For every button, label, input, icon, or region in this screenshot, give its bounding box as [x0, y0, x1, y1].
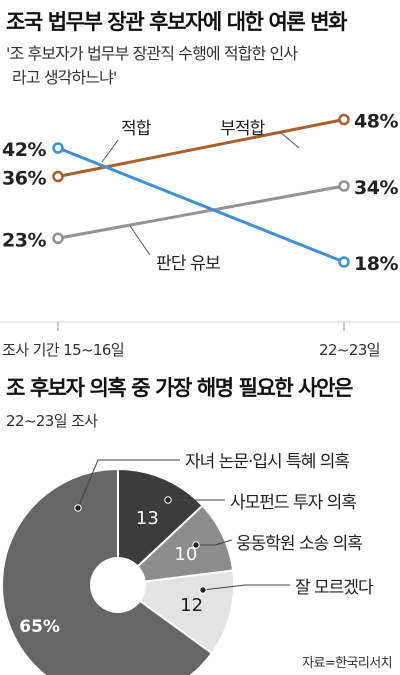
data-point: [338, 180, 350, 192]
series-name-label: 부적합: [220, 119, 266, 139]
callout-dot: [199, 586, 207, 594]
source-note: 자료=한국리서치: [302, 656, 392, 671]
leader-line: [101, 139, 119, 163]
line-chart-title: 조국 법무부 장관 후보자에 대한 여론 변화: [6, 10, 348, 34]
data-label: 23%: [2, 229, 46, 251]
pie-slice-2: [115, 504, 235, 587]
x-tick-label: 22~23일: [319, 341, 380, 359]
series-name-label: 적합: [121, 119, 152, 139]
series-line-1: [57, 118, 345, 178]
data-point: [52, 232, 64, 244]
x-tick-label: 조사 기간 15~16일: [2, 341, 124, 359]
leader-line: [279, 131, 300, 149]
data-point: [338, 256, 350, 268]
data-point: [338, 113, 350, 126]
callout-dot: [192, 541, 200, 549]
data-label: 34%: [354, 177, 398, 199]
pie-slice-1: [117, 467, 204, 588]
slice-value-label: 10: [174, 544, 197, 565]
data-point: [52, 142, 64, 154]
series-line-2: [57, 184, 345, 240]
slice-value-label: 12: [180, 595, 203, 616]
data-label: 42%: [2, 139, 46, 161]
slice-name-label: 웅동학원 소송 의혹: [236, 534, 362, 554]
callout-line: [196, 539, 233, 546]
leader-line: [129, 225, 151, 256]
callout-line: [202, 584, 290, 591]
series-line-0: [57, 146, 345, 264]
subtitle-line-2: 라고 생각하느냐': [12, 68, 117, 87]
pie-chart-subtitle: 22~23일 조사: [6, 412, 98, 430]
data-point: [52, 170, 64, 183]
callout-line: [77, 459, 180, 509]
callout-dot: [74, 504, 82, 512]
data-label: 48%: [354, 111, 398, 133]
slice-value-label: 13: [136, 508, 159, 529]
pie-chart-title: 조 후보자 의혹 중 가장 해명 필요한 사안은: [6, 376, 353, 400]
line-chart-subtitle: '조 후보자가 법무부 장관직 수행에 적합한 인사 라고 생각하느냐': [6, 42, 398, 90]
slice-name-label: 잘 모르겠다: [295, 578, 374, 598]
slice-value-label: 65%: [19, 617, 60, 637]
slice-name-label: 사모펀드 투자 의혹: [230, 493, 356, 513]
pie-center-hole: [90, 557, 146, 613]
callout-dot: [164, 496, 172, 504]
subtitle-line-1: '조 후보자가 법무부 장관직 수행에 적합한 인사: [6, 44, 298, 63]
series-name-label: 판단 유보: [156, 254, 220, 274]
slice-name-label: 자녀 논문·입시 특혜 의혹: [185, 452, 349, 472]
data-label: 36%: [2, 168, 46, 190]
data-label: 18%: [354, 253, 398, 275]
